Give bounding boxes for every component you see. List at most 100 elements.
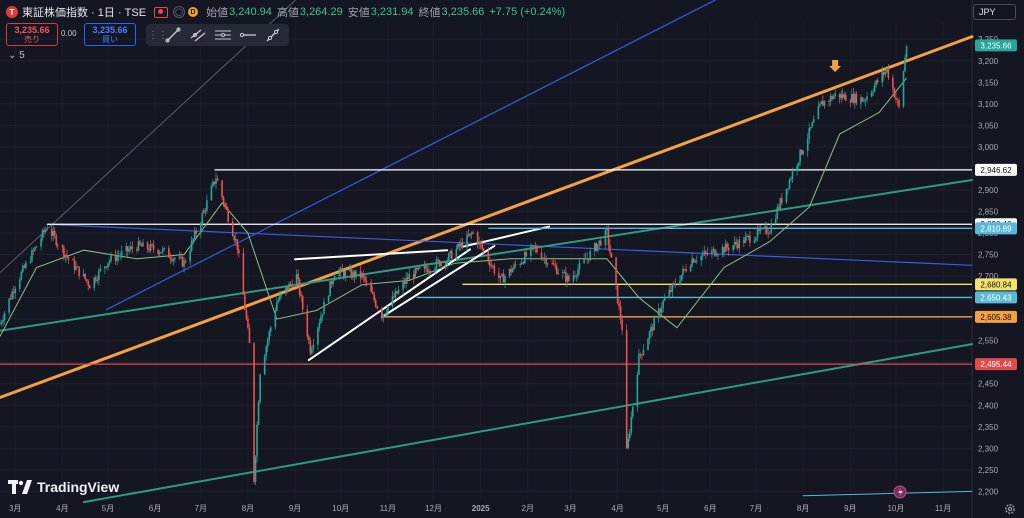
- candle-body: [701, 254, 704, 256]
- time-tick-label: 8月: [797, 504, 809, 513]
- tradingview-logo[interactable]: TradingView: [8, 479, 119, 495]
- candle-body: [265, 346, 267, 357]
- candle-body: [597, 244, 599, 251]
- candle-body: [843, 94, 846, 98]
- candle-body: [542, 258, 544, 260]
- candle-body: [636, 374, 639, 407]
- candle-body: [397, 289, 400, 294]
- candle-body: [215, 178, 217, 184]
- candle-body: [341, 268, 344, 272]
- candle-body: [279, 295, 281, 300]
- candle-body: [893, 88, 896, 98]
- candle-body: [172, 258, 175, 262]
- candle-body: [808, 127, 811, 139]
- parallel-channel-tool-icon[interactable]: [187, 25, 208, 45]
- candle-body: [148, 248, 150, 251]
- spread-value: 0.00: [61, 29, 77, 38]
- candle-body: [435, 259, 438, 269]
- drag-handle-icon[interactable]: ⋮⋮: [148, 29, 168, 41]
- symbol-title[interactable]: 東証株価指数 · 1日 · TSE: [22, 7, 147, 19]
- low-value: 3,231.94: [370, 6, 414, 18]
- candle-body: [364, 276, 366, 282]
- horizontal-lines-tool-icon[interactable]: [212, 25, 233, 45]
- candle-body: [104, 266, 106, 269]
- candle-body: [606, 228, 608, 230]
- candle-body: [428, 270, 430, 272]
- candle-body: [171, 259, 173, 262]
- candle-body: [747, 235, 750, 237]
- candle-body: [374, 300, 377, 307]
- candle-body: [352, 271, 354, 278]
- candle-body: [852, 93, 855, 103]
- buy-button[interactable]: 3,235.66 買い: [84, 23, 136, 46]
- arrow-down-marker: [829, 59, 842, 72]
- candle-body: [854, 93, 856, 103]
- lightning-bolt-icon: [898, 488, 903, 497]
- candle-body: [543, 257, 546, 259]
- symbol-badge[interactable]: T: [6, 6, 18, 18]
- candle-body: [653, 317, 655, 331]
- candle-body: [749, 235, 751, 243]
- time-tick-label: 6月: [704, 504, 716, 513]
- candle-body: [776, 207, 779, 219]
- time-tick-label: 4月: [611, 504, 623, 513]
- candle-body: [40, 238, 42, 247]
- candle-body: [577, 269, 579, 276]
- candle-body: [183, 260, 185, 267]
- candle-body: [204, 210, 207, 212]
- candle-body: [180, 256, 182, 258]
- candle-body: [455, 248, 458, 259]
- candle-body: [481, 244, 483, 249]
- candle-body: [370, 282, 372, 293]
- sell-button[interactable]: 3,235.66 売り: [6, 23, 58, 46]
- settings-gear-icon[interactable]: [1004, 503, 1016, 515]
- current-price-tag-label: 3,235.66: [980, 41, 1012, 50]
- horizontal-ray-tool-icon[interactable]: [237, 25, 258, 45]
- candle-body: [382, 314, 385, 319]
- candle-body: [844, 94, 847, 101]
- candle-body: [199, 223, 202, 234]
- ray-tool-icon[interactable]: [262, 25, 283, 45]
- candle-body: [44, 229, 47, 233]
- trend-line-tool-icon[interactable]: [162, 25, 183, 45]
- candle-body: [297, 273, 299, 280]
- trend-line: [0, 179, 973, 332]
- candle-body: [98, 270, 100, 280]
- candle-body: [469, 233, 471, 236]
- candle-body: [593, 243, 596, 252]
- circle-o-icon[interactable]: ◯: [173, 6, 186, 18]
- candle-body: [721, 247, 724, 255]
- sell-label: 売り: [24, 35, 40, 44]
- candle-body: [586, 258, 588, 260]
- candle-body: [405, 277, 407, 285]
- candle-body: [587, 258, 590, 261]
- brand-name: TradingView: [37, 479, 120, 495]
- candle-body: [519, 264, 522, 266]
- candle-body: [437, 259, 439, 261]
- candle-body: [545, 257, 547, 265]
- candle-body: [425, 265, 427, 269]
- candle-body: [450, 250, 453, 259]
- interval-badge[interactable]: D: [188, 7, 199, 17]
- indicators-toggle[interactable]: ⌄ 5: [8, 50, 25, 61]
- time-tick-label: 10月: [332, 504, 349, 513]
- candle-body: [610, 252, 613, 258]
- candle-body: [88, 285, 91, 289]
- candle-body: [872, 91, 874, 93]
- candle-body: [332, 280, 334, 285]
- candle-body: [717, 254, 719, 256]
- candle-body: [203, 210, 205, 214]
- time-tick-label: 2月: [522, 504, 534, 513]
- indicator-count: 5: [19, 50, 25, 61]
- candle-body: [849, 100, 852, 103]
- candle-body: [327, 296, 330, 302]
- candle-body: [619, 306, 622, 320]
- candle-body: [309, 340, 312, 354]
- candle-body: [307, 336, 310, 341]
- candle-body: [490, 265, 493, 267]
- open-value: 3,240.94: [229, 6, 272, 18]
- trend-line: [0, 35, 974, 400]
- currency-selector[interactable]: JPY: [973, 4, 1016, 20]
- candle-body: [402, 281, 404, 290]
